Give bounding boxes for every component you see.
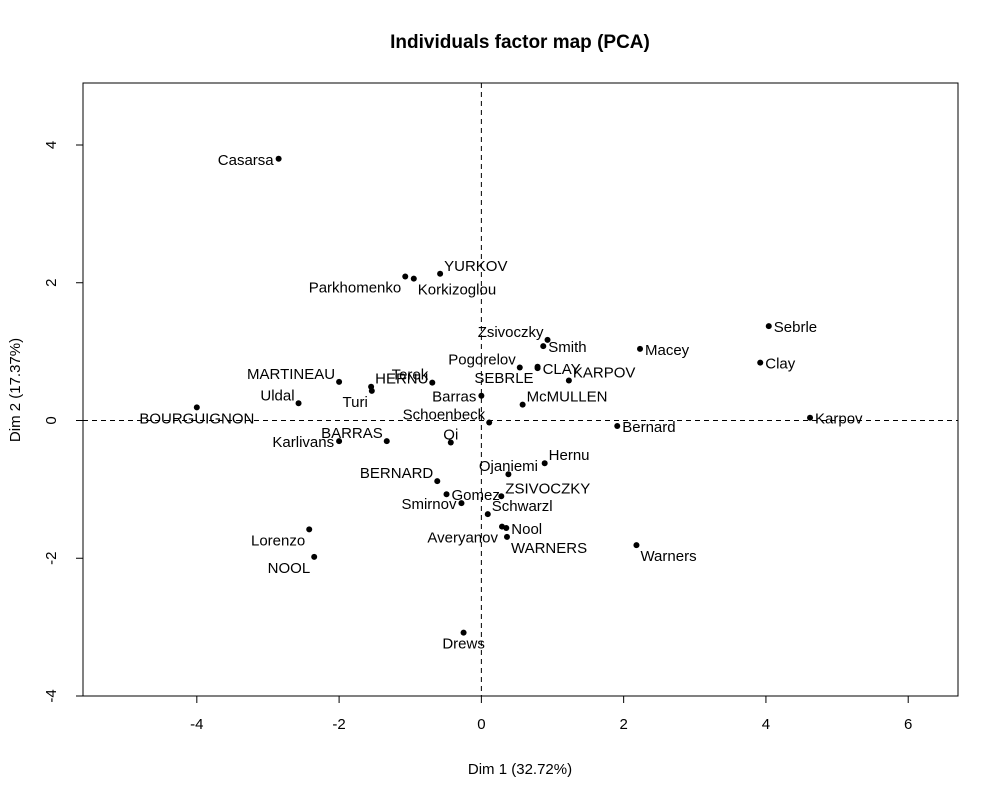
data-point: [516, 364, 523, 371]
data-point: [429, 379, 436, 386]
data-point: [486, 419, 493, 426]
point-label: Korkizoglou: [418, 282, 496, 299]
point-label: Hernu: [549, 447, 590, 464]
point-label: Smirnov: [401, 496, 457, 513]
data-point: [544, 336, 551, 343]
point-label: HERNU: [375, 371, 428, 388]
data-point: [534, 363, 541, 370]
data-point: [633, 542, 640, 549]
point-label: Pogorelov: [448, 351, 516, 368]
x-axis-label: Dim 1 (32.72%): [468, 761, 572, 778]
point-label: Bernard: [622, 419, 675, 436]
point-label: BERNARD: [360, 465, 434, 482]
point-label: Lorenzo: [251, 532, 305, 549]
point-label: Turi: [343, 394, 368, 411]
data-point: [637, 345, 644, 352]
point-label: Gomez: [452, 487, 500, 504]
data-point: [460, 629, 467, 636]
point-label: Smith: [548, 339, 586, 356]
point-label: ZSIVOCZKY: [505, 480, 590, 497]
point-label: Terek: [392, 367, 429, 384]
point-label: Barras: [432, 389, 476, 406]
data-point: [540, 343, 547, 350]
data-point: [498, 493, 505, 500]
data-point: [193, 404, 200, 411]
data-point: [484, 511, 491, 518]
data-point: [437, 270, 444, 277]
data-point: [434, 478, 441, 485]
point-label: Sebrle: [774, 319, 817, 336]
x-tick-label: 2: [619, 716, 627, 733]
data-point: [505, 471, 512, 478]
point-label: WARNERS: [511, 540, 587, 557]
data-point: [499, 523, 506, 530]
x-tick-label: 0: [477, 716, 485, 733]
point-label: Casarsa: [218, 152, 275, 169]
point-label: Drews: [442, 636, 485, 653]
point-label: Schwarzl: [492, 498, 553, 515]
data-point: [765, 323, 772, 330]
data-point: [410, 275, 417, 282]
data-point: [807, 414, 814, 421]
point-label: Schoenbeck: [403, 407, 486, 424]
data-point: [275, 155, 282, 162]
data-point: [519, 401, 526, 408]
data-point: [383, 438, 390, 445]
point-label: Ojaniemi: [479, 458, 538, 475]
data-point: [447, 439, 454, 446]
y-tick-label: -2: [43, 552, 60, 565]
point-label: Karpov: [815, 411, 863, 428]
point-label: McMULLEN: [527, 389, 608, 406]
x-tick-label: 6: [904, 716, 912, 733]
point-label: MARTINEAU: [247, 366, 335, 383]
x-tick-label: 4: [762, 716, 770, 733]
plot-frame: [82, 82, 959, 697]
point-label: SEBRLE: [474, 370, 533, 387]
data-point: [757, 359, 764, 366]
reference-lines: [83, 83, 958, 696]
point-label: Parkhomenko: [309, 280, 402, 297]
data-point: [306, 526, 313, 533]
point-label: CLAY: [543, 361, 581, 378]
data-point: [503, 533, 510, 540]
data-point: [368, 387, 375, 394]
x-tick-label: -4: [190, 716, 203, 733]
point-label: Qi: [443, 427, 458, 444]
point-label: BARRAS: [321, 425, 383, 442]
data-point: [478, 392, 485, 399]
x-tick-label: -2: [332, 716, 345, 733]
data-point: [402, 273, 409, 280]
x-axis: -4 -2 0 2 4 6: [190, 696, 912, 733]
point-label: Macey: [645, 342, 690, 359]
data-point: [336, 438, 343, 445]
point-label: Nool: [511, 521, 542, 538]
point-label: KARPOV: [573, 365, 636, 382]
point-label: Zsivoczky: [478, 324, 544, 341]
point-label: Averyanov: [427, 530, 498, 547]
y-tick-label: 0: [43, 416, 60, 424]
data-point: [336, 378, 343, 385]
point-label: Karlivans: [272, 434, 334, 451]
point-label: Uldal: [260, 387, 294, 404]
y-axis-label: Dim 2 (17.37%): [7, 338, 24, 442]
point-label: Warners: [640, 548, 696, 565]
point-label: BOURGUIGNON: [139, 410, 254, 427]
y-tick-label: 4: [43, 141, 60, 149]
data-point: [541, 460, 548, 467]
data-point: [614, 423, 621, 430]
data-point: [311, 553, 318, 560]
data-point: [295, 400, 302, 407]
point-label: YURKOV: [444, 258, 507, 275]
y-axis: -4 -2 0 2 4: [43, 141, 83, 703]
data-point: [565, 377, 572, 384]
data-point: [458, 500, 465, 507]
data-point: [443, 491, 450, 498]
y-tick-label: 2: [43, 279, 60, 287]
chart-title: Individuals factor map (PCA): [390, 32, 650, 53]
point-label: Clay: [765, 356, 796, 373]
data-points: Casarsa YURKOV Parkhomenko Korkizoglou Zsivo…: [139, 152, 863, 653]
point-label: NOOL: [268, 560, 311, 577]
y-tick-label: -4: [43, 689, 60, 702]
